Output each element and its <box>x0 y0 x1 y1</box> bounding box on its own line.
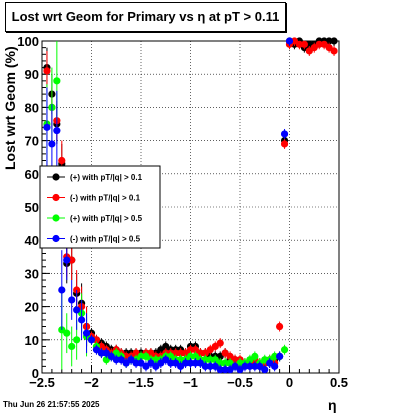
legend-swatch-marker <box>52 234 60 243</box>
y-tick-label: 20 <box>25 300 39 315</box>
data-point <box>251 352 259 360</box>
y-tick-label: 60 <box>25 167 39 182</box>
data-point <box>221 359 229 367</box>
y-tick-label: 30 <box>25 266 39 281</box>
data-point <box>276 322 284 331</box>
data-point <box>68 256 76 264</box>
data-point <box>58 286 66 294</box>
legend-label: (-) with pT/|q| > 0.1 <box>70 194 141 203</box>
data-point <box>68 296 76 304</box>
y-tick-label: 80 <box>25 100 39 115</box>
legend-swatch-marker <box>52 173 60 181</box>
data-point <box>280 346 289 354</box>
data-point <box>201 362 209 370</box>
legend-label: (+) with pT/|q| > 0.5 <box>70 214 143 223</box>
data-point <box>68 342 76 351</box>
data-point <box>186 352 195 360</box>
data-point <box>330 47 338 55</box>
legend-swatch-marker <box>52 214 60 222</box>
data-point <box>78 316 86 324</box>
y-tick-label: 50 <box>25 200 39 215</box>
legend-swatch-marker <box>52 193 60 202</box>
series-3 <box>43 37 294 374</box>
data-point <box>280 140 289 148</box>
data-point <box>221 366 229 374</box>
x-tick-label: −2 <box>84 375 99 390</box>
data-point <box>181 359 190 367</box>
data-point <box>186 346 195 354</box>
data-point <box>92 336 101 344</box>
y-axis-label: Lost wrt Geom (%) <box>2 46 18 170</box>
data-point <box>53 77 61 85</box>
data-point <box>112 356 120 364</box>
data-point <box>206 362 214 370</box>
data-point <box>58 156 66 165</box>
data-point <box>73 336 81 344</box>
data-point <box>295 40 303 48</box>
data-point <box>167 359 175 367</box>
data-point <box>132 359 140 367</box>
data-point <box>271 352 279 360</box>
y-tick-label: 40 <box>25 233 39 248</box>
data-point <box>280 130 289 138</box>
timestamp: Thu Jun 26 21:57:55 2025 <box>3 400 100 409</box>
data-point <box>82 329 91 337</box>
data-point <box>186 359 195 367</box>
data-point <box>315 40 323 48</box>
x-tick-label: −0.5 <box>227 375 253 390</box>
y-tick-label: 70 <box>25 134 39 149</box>
data-point <box>246 362 254 370</box>
data-point <box>191 359 200 367</box>
data-point <box>216 366 224 374</box>
legend-label: (+) with pT/|q| > 0.1 <box>70 173 143 182</box>
y-tick-label: 10 <box>25 333 39 348</box>
y-tick-label: 0 <box>32 366 39 381</box>
data-point <box>251 362 259 370</box>
data-point <box>43 123 51 131</box>
data-point <box>137 352 145 360</box>
data-point <box>261 366 269 374</box>
data-point <box>63 329 71 337</box>
data-point <box>330 37 338 45</box>
x-tick-label: −2.5 <box>29 375 55 390</box>
data-point <box>177 349 185 357</box>
data-point <box>276 352 284 360</box>
data-point <box>87 336 96 344</box>
data-point <box>43 67 51 75</box>
data-point <box>216 339 224 347</box>
data-point <box>73 306 81 314</box>
data-point <box>285 37 294 45</box>
x-tick-label: 0.5 <box>330 375 348 390</box>
data-point <box>206 356 214 364</box>
data-point <box>97 349 105 357</box>
chart-title: Lost wrt Geom for Primary vs η at pT > 0… <box>5 2 286 32</box>
x-axis-label: η <box>328 397 337 413</box>
x-tick-label: −1 <box>183 375 198 390</box>
y-tick-label: 90 <box>25 67 39 82</box>
data-point <box>63 256 71 264</box>
data-point <box>241 362 249 370</box>
data-point <box>300 40 308 48</box>
x-tick-label: −1.5 <box>128 375 154 390</box>
data-point <box>53 127 61 135</box>
data-point <box>271 362 279 370</box>
legend-label: (-) with pT/|q| > 0.5 <box>70 235 141 244</box>
x-tick-label: 0 <box>286 375 293 390</box>
legend-box <box>39 165 161 249</box>
y-tick-label: 100 <box>17 34 39 49</box>
data-point <box>48 140 56 148</box>
